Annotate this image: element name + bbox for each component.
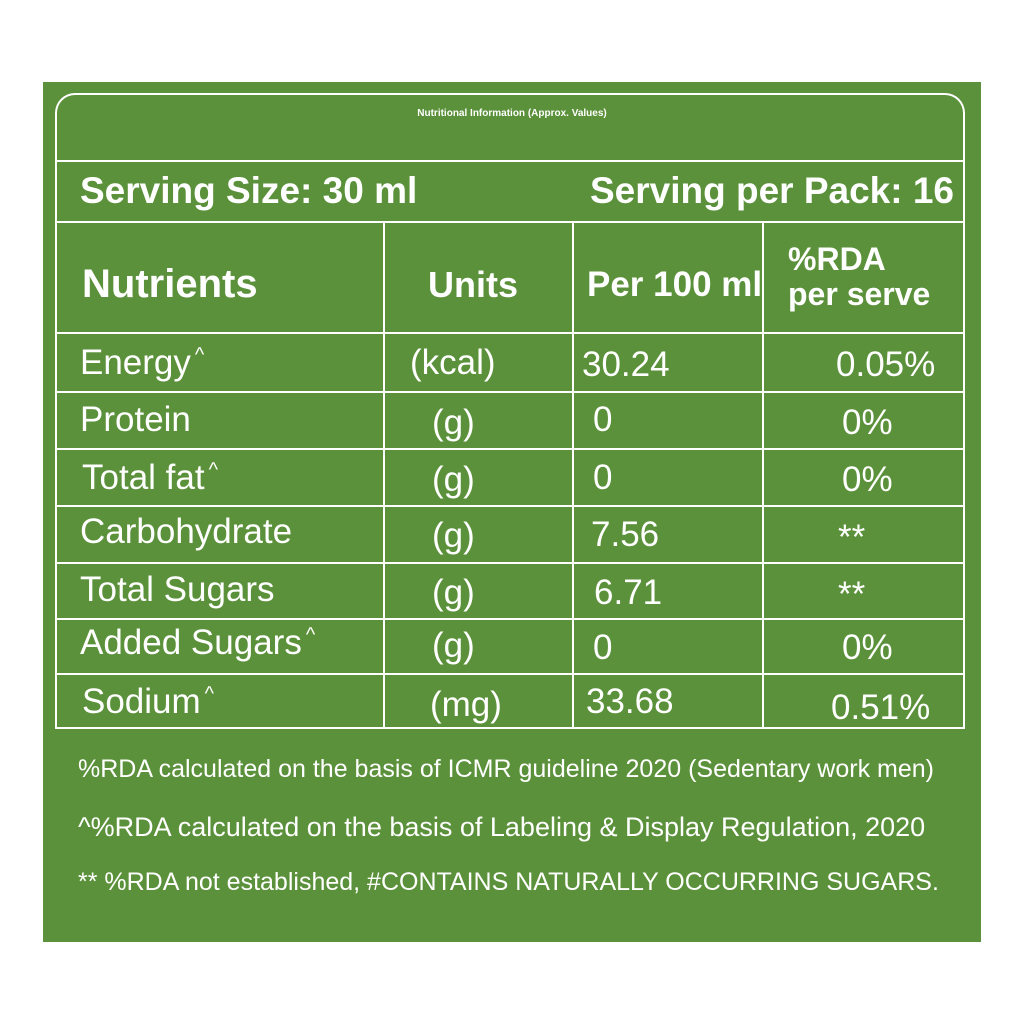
serving-size: Serving Size: 30 ml bbox=[80, 170, 418, 211]
divider-row bbox=[55, 505, 965, 507]
nutrient-per-100ml: 0 bbox=[593, 458, 613, 497]
nutrient-unit: (g) bbox=[432, 626, 475, 665]
divider-title bbox=[55, 160, 965, 162]
header-nutrients: Nutrients bbox=[82, 262, 258, 306]
nutrition-panel bbox=[43, 82, 981, 942]
caret-marker: ^ bbox=[208, 459, 218, 482]
divider-row bbox=[55, 618, 965, 620]
serving-per-pack: Serving per Pack: 16 bbox=[589, 170, 954, 211]
nutrient-per-100ml: 6.71 bbox=[594, 573, 663, 612]
nutrient-per-100ml: 7.56 bbox=[591, 515, 660, 554]
nutrient-name: Carbohydrate bbox=[80, 512, 293, 551]
nutrient-unit: (g) bbox=[432, 516, 475, 555]
nutrient-name: Energy ^ bbox=[80, 343, 205, 382]
nutrient-per-100ml: 0 bbox=[593, 628, 613, 667]
divider-row bbox=[55, 448, 965, 450]
divider-row bbox=[55, 562, 965, 564]
nutrient-rda: ** bbox=[838, 518, 866, 557]
column-divider bbox=[572, 222, 574, 727]
nutrient-rda: ** bbox=[838, 575, 866, 614]
nutrient-rda: 0% bbox=[842, 628, 893, 667]
nutrient-name: Sodium ^ bbox=[82, 682, 215, 721]
nutrient-unit: (g) bbox=[432, 403, 475, 442]
nutrient-rda: 0% bbox=[842, 403, 893, 442]
nutrient-unit: (g) bbox=[432, 573, 475, 612]
footnote-icmr: %RDA calculated on the basis of ICMR gui… bbox=[78, 755, 934, 783]
nutrient-per-100ml: 0 bbox=[593, 400, 613, 439]
footnote-not-established: ** %RDA not established, #CONTAINS NATUR… bbox=[78, 868, 939, 896]
caret-marker: ^ bbox=[204, 683, 215, 706]
header-rda-line2: per serve bbox=[788, 276, 931, 312]
nutrient-rda: 0.05% bbox=[836, 345, 936, 384]
nutrient-unit: (kcal) bbox=[410, 343, 496, 382]
footnote-labeling: ^%RDA calculated on the basis of Labelin… bbox=[78, 812, 926, 842]
divider-row bbox=[55, 673, 965, 675]
nutrient-unit: (g) bbox=[432, 460, 475, 499]
nutrient-name: Added Sugars ^ bbox=[80, 623, 316, 662]
caret-marker: ^ bbox=[194, 344, 205, 367]
divider-serving bbox=[55, 221, 965, 223]
column-divider bbox=[383, 222, 385, 727]
divider-row bbox=[55, 391, 965, 393]
nutrient-rda: 0% bbox=[842, 460, 893, 499]
table-frame bbox=[55, 93, 965, 727]
nutrient-name: Total Sugars bbox=[80, 570, 275, 609]
divider-footer bbox=[55, 727, 965, 729]
nutrient-name: Total fat ^ bbox=[82, 458, 218, 497]
caret-marker: ^ bbox=[305, 624, 316, 647]
divider-header bbox=[55, 332, 965, 334]
nutrient-unit: (mg) bbox=[430, 685, 502, 724]
label-title: Nutritional Information (Approx. Values) bbox=[417, 108, 607, 119]
nutrient-per-100ml: 30.24 bbox=[582, 345, 670, 384]
nutrient-rda: 0.51% bbox=[831, 688, 931, 727]
column-divider bbox=[762, 222, 764, 727]
header-per-100ml: Per 100 ml bbox=[587, 265, 763, 304]
header-rda-line1: %RDA bbox=[788, 241, 886, 277]
nutrient-name: Protein bbox=[80, 400, 191, 439]
nutrient-per-100ml: 33.68 bbox=[586, 682, 674, 721]
header-units: Units bbox=[428, 264, 518, 305]
